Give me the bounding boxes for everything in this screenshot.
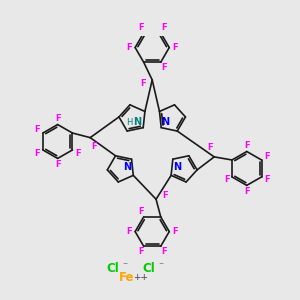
Text: F: F	[244, 187, 250, 196]
Text: F: F	[126, 43, 132, 52]
Text: ⁻: ⁻	[122, 261, 128, 272]
Text: F: F	[140, 79, 146, 88]
Text: F: F	[161, 63, 167, 72]
Text: F: F	[208, 143, 213, 152]
Text: F: F	[138, 23, 143, 32]
Text: F: F	[244, 141, 250, 150]
Text: N: N	[161, 117, 169, 127]
Text: ⁻: ⁻	[158, 261, 164, 272]
Text: N: N	[123, 162, 131, 172]
Text: F: F	[55, 114, 61, 123]
Text: Cl: Cl	[106, 262, 119, 275]
Text: N: N	[173, 162, 181, 172]
Text: F: F	[264, 176, 270, 184]
Text: Cl: Cl	[142, 262, 155, 275]
Text: F: F	[35, 148, 40, 158]
Text: F: F	[172, 227, 178, 236]
Text: F: F	[91, 142, 97, 152]
Text: F: F	[161, 23, 167, 32]
Text: F: F	[161, 247, 167, 256]
Text: F: F	[224, 176, 230, 184]
Text: H: H	[126, 118, 132, 127]
Text: N: N	[133, 117, 141, 127]
Text: ++: ++	[134, 273, 148, 282]
Text: Fe: Fe	[118, 271, 134, 284]
Text: F: F	[138, 247, 143, 256]
Text: F: F	[126, 227, 132, 236]
Text: F: F	[138, 207, 143, 216]
Text: F: F	[163, 191, 168, 200]
Text: F: F	[264, 152, 270, 161]
Text: F: F	[172, 43, 178, 52]
Text: F: F	[35, 125, 40, 134]
Text: F: F	[55, 160, 61, 169]
Text: F: F	[75, 148, 81, 158]
